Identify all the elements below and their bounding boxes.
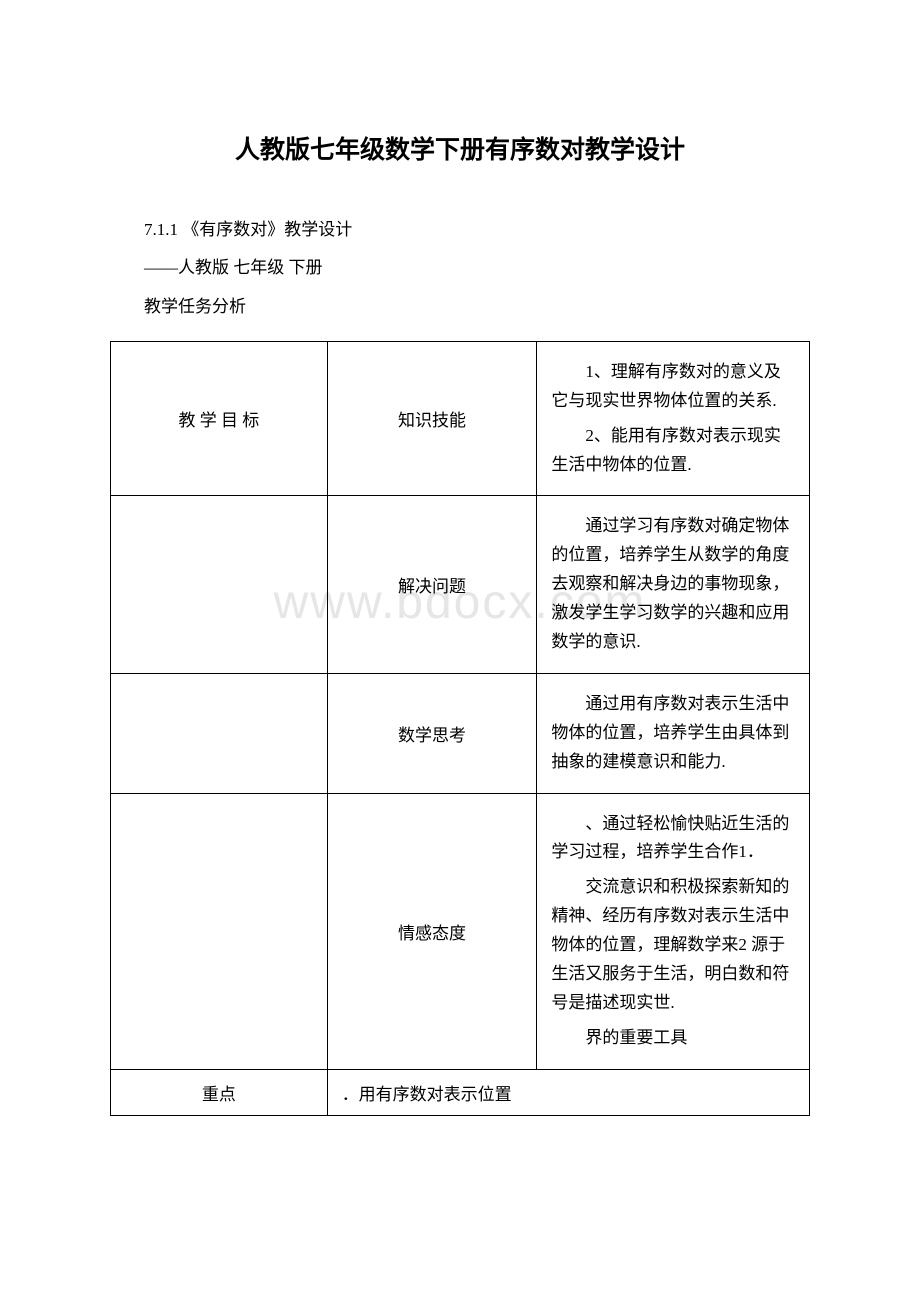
cell-thinking-label: 数学思考 [327, 673, 537, 793]
cell-knowledge-content: 1、理解有序数对的意义及它与现实世界物体位置的关系. 2、能用有序数对表示现实生… [537, 341, 810, 496]
table-row: 重点 ．用有序数对表示位置 [111, 1069, 810, 1115]
document-page: 人教版七年级数学下册有序数对教学设计 7.1.1 《有序数对》教学设计 ——人教… [0, 0, 920, 1116]
table-row: 情感态度 、通过轻松愉快贴近生活的学习过程，培养学生合作1． 交流意识和积极探索… [111, 793, 810, 1069]
cell-thinking-content: 通过用有序数对表示生活中物体的位置，培养学生由具体到抽象的建模意识和能力. [537, 673, 810, 793]
cell-empty [111, 496, 328, 673]
cell-problem-label: 解决问题 [327, 496, 537, 673]
cell-text: 、通过轻松愉快贴近生活的学习过程，培养学生合作1． [551, 810, 795, 868]
cell-empty [111, 793, 328, 1069]
cell-empty [111, 673, 328, 793]
cell-keypoint-content: ．用有序数对表示位置 [327, 1069, 809, 1115]
cell-knowledge-label: 知识技能 [327, 341, 537, 496]
document-title: 人教版七年级数学下册有序数对教学设计 [110, 130, 810, 166]
cell-goal-label: 教 学 目 标 [111, 341, 328, 496]
intro-line-2: ——人教版 七年级 下册 [110, 252, 810, 284]
cell-text: 通过用有序数对表示生活中物体的位置，培养学生由具体到抽象的建模意识和能力. [551, 690, 795, 777]
cell-text: 界的重要工具 [551, 1024, 795, 1053]
cell-text: 通过学习有序数对确定物体的位置，培养学生从数学的角度去观察和解决身边的事物现象，… [551, 512, 795, 656]
cell-attitude-label: 情感态度 [327, 793, 537, 1069]
cell-text: 1、理解有序数对的意义及它与现实世界物体位置的关系. [551, 358, 795, 416]
table-row: 解决问题 通过学习有序数对确定物体的位置，培养学生从数学的角度去观察和解决身边的… [111, 496, 810, 673]
cell-keypoint-label: 重点 [111, 1069, 328, 1115]
intro-line-3: 教学任务分析 [110, 291, 810, 323]
cell-problem-content: 通过学习有序数对确定物体的位置，培养学生从数学的角度去观察和解决身边的事物现象，… [537, 496, 810, 673]
analysis-table: 教 学 目 标 知识技能 1、理解有序数对的意义及它与现实世界物体位置的关系. … [110, 341, 810, 1116]
cell-text: 交流意识和积极探索新知的精神、经历有序数对表示生活中物体的位置，理解数学来2 源… [551, 873, 795, 1017]
intro-line-1: 7.1.1 《有序数对》教学设计 [110, 214, 810, 246]
table-row: 数学思考 通过用有序数对表示生活中物体的位置，培养学生由具体到抽象的建模意识和能… [111, 673, 810, 793]
table-row: 教 学 目 标 知识技能 1、理解有序数对的意义及它与现实世界物体位置的关系. … [111, 341, 810, 496]
cell-text: 2、能用有序数对表示现实生活中物体的位置. [551, 422, 795, 480]
cell-attitude-content: 、通过轻松愉快贴近生活的学习过程，培养学生合作1． 交流意识和积极探索新知的精神… [537, 793, 810, 1069]
